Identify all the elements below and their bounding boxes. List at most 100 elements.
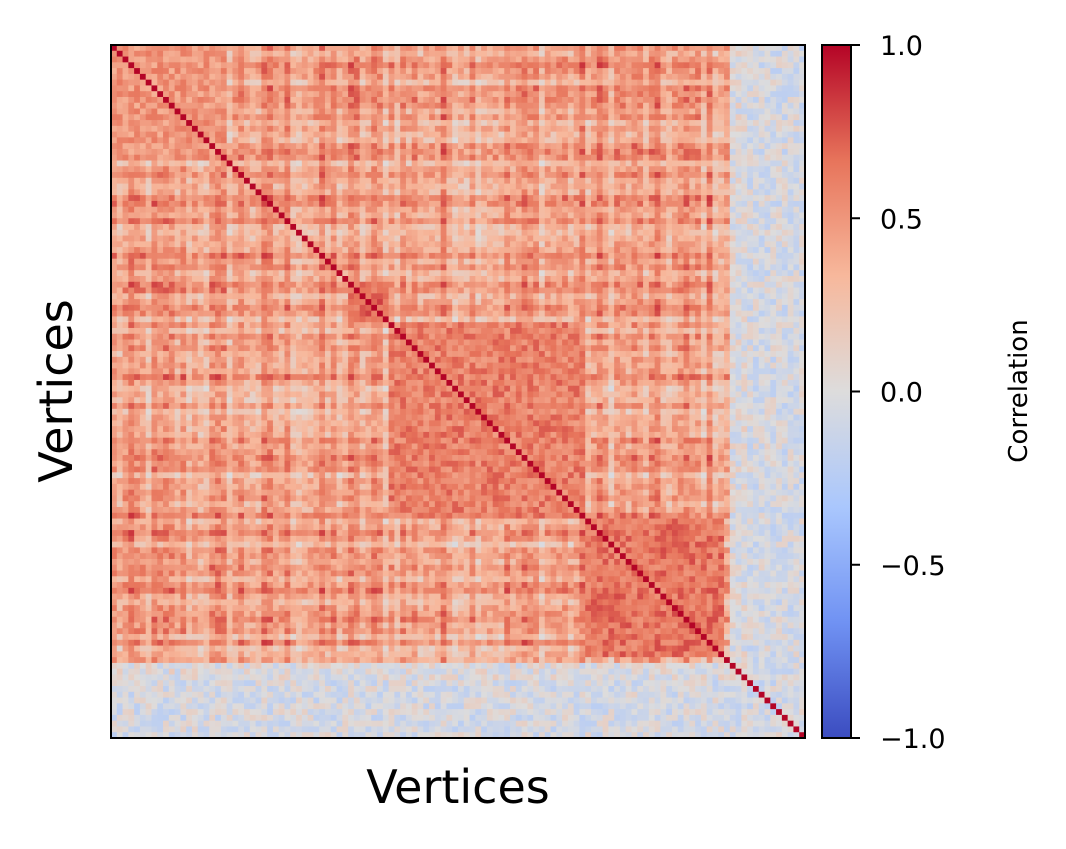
- heatmap-cell: [209, 143, 216, 150]
- heatmap-cell: [157, 85, 164, 92]
- heatmap-cell: [498, 108, 505, 115]
- heatmap-cell: [168, 270, 176, 277]
- heatmap-cell: [307, 229, 314, 236]
- heatmap-cell: [197, 125, 204, 133]
- heatmap-cell: [602, 79, 609, 86]
- heatmap-cell: [324, 212, 332, 219]
- heatmap-cell: [122, 212, 129, 219]
- heatmap-cell: [567, 68, 575, 75]
- heatmap-cell: [562, 148, 569, 156]
- heatmap-cell: [278, 218, 285, 225]
- heatmap-cell: [191, 235, 199, 242]
- heatmap-cell: [342, 108, 349, 115]
- heatmap-cell: [637, 224, 644, 231]
- heatmap-cell: [724, 224, 731, 231]
- heatmap-cell: [648, 177, 656, 184]
- heatmap-cell: [377, 73, 384, 81]
- heatmap-cell: [486, 50, 494, 57]
- heatmap-cell: [145, 85, 152, 92]
- heatmap-cell: [695, 224, 702, 231]
- heatmap-cell: [591, 247, 598, 254]
- heatmap-cell: [122, 114, 129, 121]
- heatmap-cell: [324, 114, 332, 121]
- heatmap-cell: [359, 270, 366, 277]
- heatmap-cell: [272, 247, 280, 254]
- heatmap-cell: [637, 270, 644, 277]
- heatmap-cell: [579, 264, 586, 271]
- heatmap-cell: [255, 131, 262, 138]
- heatmap-cell: [111, 270, 118, 277]
- heatmap-cell: [498, 218, 505, 225]
- heatmap-cell: [197, 143, 204, 150]
- heatmap-cell: [411, 148, 418, 156]
- heatmap-cell: [307, 73, 314, 81]
- heatmap-cell: [770, 131, 777, 138]
- heatmap-cell: [272, 189, 280, 196]
- heatmap-cell: [191, 114, 199, 121]
- heatmap-cell: [452, 125, 459, 133]
- heatmap-cell: [504, 235, 511, 242]
- heatmap-cell: [232, 160, 239, 167]
- heatmap-cell: [423, 264, 430, 271]
- heatmap-cell: [163, 148, 170, 156]
- heatmap-cell: [429, 79, 436, 86]
- heatmap-cell: [371, 200, 378, 208]
- heatmap-cell: [296, 200, 303, 208]
- heatmap-cell: [203, 68, 210, 75]
- heatmap-cell: [197, 131, 204, 138]
- heatmap-cell: [452, 172, 459, 179]
- heatmap-cell: [359, 102, 366, 109]
- heatmap-cell: [515, 96, 523, 104]
- heatmap-cell: [284, 79, 291, 86]
- heatmap-cell: [614, 276, 621, 283]
- heatmap-cell: [330, 154, 337, 161]
- heatmap-cell: [371, 172, 378, 179]
- heatmap-cell: [619, 62, 627, 69]
- heatmap-cell: [498, 73, 505, 81]
- heatmap-cell: [417, 177, 424, 184]
- heatmap-cell: [313, 206, 320, 213]
- heatmap-cell: [776, 50, 783, 57]
- heatmap-cell: [145, 172, 152, 179]
- heatmap-cell: [631, 160, 638, 167]
- heatmap-cell: [452, 56, 459, 63]
- heatmap-cell: [550, 114, 557, 121]
- heatmap-cell: [377, 108, 384, 115]
- heatmap-cell: [776, 56, 783, 63]
- heatmap-cell: [388, 91, 395, 98]
- heatmap-cell: [677, 114, 684, 121]
- heatmap-cell: [145, 229, 152, 236]
- heatmap-cell: [492, 137, 499, 144]
- heatmap-cell: [654, 224, 661, 231]
- heatmap-cell: [388, 177, 395, 184]
- heatmap-cell: [619, 85, 627, 92]
- heatmap-cell: [492, 166, 499, 173]
- heatmap-cell: [544, 160, 551, 167]
- heatmap-cell: [405, 172, 413, 179]
- heatmap-cell: [249, 79, 256, 86]
- heatmap-cell: [388, 96, 395, 104]
- heatmap-cell: [417, 56, 424, 63]
- heatmap-cell: [261, 281, 268, 288]
- heatmap-cell: [463, 252, 470, 260]
- heatmap-cell: [278, 143, 285, 150]
- heatmap-cell: [255, 247, 262, 254]
- heatmap-cell: [405, 235, 413, 242]
- heatmap-cell: [411, 154, 418, 161]
- heatmap-cell: [776, 85, 783, 92]
- heatmap-cell: [186, 224, 193, 231]
- heatmap-cell: [255, 218, 262, 225]
- heatmap-cell: [405, 102, 413, 109]
- heatmap-cell: [440, 131, 447, 138]
- heatmap-cell: [637, 177, 644, 184]
- heatmap-cell: [122, 85, 129, 92]
- heatmap-cell: [712, 108, 719, 115]
- heatmap-cell: [752, 148, 760, 156]
- heatmap-cell: [706, 143, 713, 150]
- heatmap-cell: [296, 264, 303, 271]
- heatmap-cell: [134, 224, 141, 231]
- heatmap-cell: [301, 79, 309, 86]
- heatmap-cell: [272, 137, 280, 144]
- heatmap-cell: [261, 68, 268, 75]
- heatmap-cell: [781, 166, 789, 173]
